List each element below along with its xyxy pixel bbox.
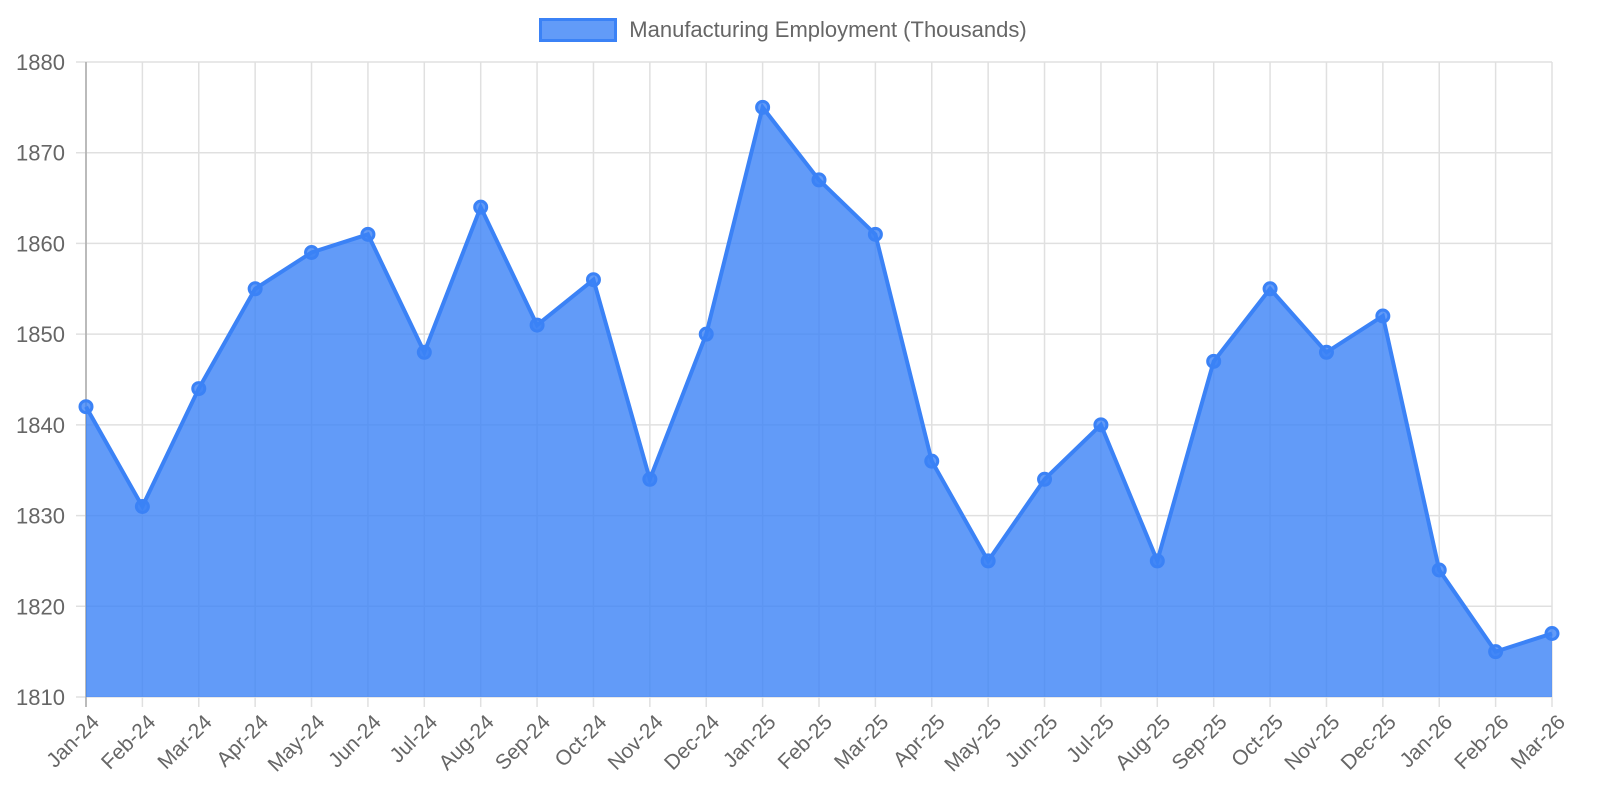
data-point[interactable]	[247, 281, 263, 297]
area-fill	[86, 107, 1552, 698]
data-point[interactable]	[924, 453, 940, 469]
x-tick-label: Jun-24	[324, 710, 386, 772]
x-tick-label: Mar-24	[153, 710, 217, 774]
x-tick-label: May-25	[940, 711, 1006, 777]
data-point[interactable]	[867, 226, 883, 242]
x-tick-label: Apr-24	[212, 710, 273, 771]
x-tick-label: Dec-24	[660, 710, 724, 774]
x-tick-label: Sep-24	[491, 710, 555, 774]
x-tick-label: Mar-25	[830, 711, 893, 774]
x-tick-label: Dec-25	[1337, 711, 1401, 775]
data-point[interactable]	[698, 326, 714, 342]
x-tick-label: Mar-26	[1507, 711, 1570, 774]
x-tick-label: Feb-25	[774, 711, 837, 774]
x-tick-label: Feb-24	[97, 710, 161, 774]
y-tick-label: 1810	[16, 685, 65, 710]
data-point[interactable]	[980, 553, 996, 569]
x-tick-label: May-24	[264, 710, 330, 776]
data-point[interactable]	[529, 317, 545, 333]
x-tick-label: Nov-25	[1280, 711, 1344, 775]
data-point[interactable]	[1093, 417, 1109, 433]
data-point[interactable]	[1318, 344, 1334, 360]
x-tick-label: Oct-24	[551, 710, 612, 771]
y-axis: 1810 1820 1830 1840 1850 1860 1870 1880	[16, 50, 65, 710]
data-point[interactable]	[1431, 562, 1447, 578]
data-point[interactable]	[1375, 308, 1391, 324]
y-tick-label: 1860	[16, 231, 65, 256]
x-tick-label: Sep-25	[1167, 711, 1231, 775]
y-tick-label: 1840	[16, 413, 65, 438]
y-tick-label: 1870	[16, 141, 65, 166]
data-point[interactable]	[416, 344, 432, 360]
data-point[interactable]	[1037, 471, 1053, 487]
data-points	[78, 99, 1560, 660]
x-tick-label: Jan-24	[42, 710, 104, 772]
legend-label: Manufacturing Employment (Thousands)	[629, 17, 1027, 42]
data-point[interactable]	[1206, 353, 1222, 369]
data-point[interactable]	[1149, 553, 1165, 569]
data-point[interactable]	[811, 172, 827, 188]
x-tick-label: Nov-24	[604, 710, 668, 774]
data-point[interactable]	[134, 499, 150, 514]
data-point[interactable]	[1262, 281, 1278, 297]
x-tick-label: Oct-25	[1227, 711, 1288, 772]
chart-legend[interactable]: Manufacturing Employment (Thousands)	[0, 17, 1566, 43]
data-point[interactable]	[473, 199, 489, 215]
legend-swatch-icon	[539, 18, 618, 42]
x-tick-label: Aug-25	[1111, 711, 1175, 775]
y-tick-label: 1830	[16, 504, 65, 529]
y-tick-label: 1880	[16, 50, 65, 75]
x-tick-label: Aug-24	[434, 710, 498, 774]
y-tick-label: 1820	[16, 594, 65, 619]
x-tick-label: Jan-26	[1395, 711, 1457, 773]
data-point[interactable]	[755, 99, 771, 115]
x-tick-label: Jan-25	[719, 711, 781, 773]
data-point[interactable]	[1544, 626, 1560, 641]
y-tick-label: 1850	[16, 322, 65, 347]
x-tick-label: Feb-26	[1450, 711, 1513, 774]
data-point[interactable]	[191, 381, 207, 397]
data-point[interactable]	[642, 471, 658, 487]
data-point[interactable]	[585, 272, 601, 288]
x-tick-label: Apr-25	[889, 711, 950, 772]
data-point[interactable]	[78, 399, 94, 415]
x-tick-label: Jun-25	[1001, 711, 1063, 773]
data-point[interactable]	[360, 226, 376, 242]
data-point[interactable]	[304, 245, 320, 260]
data-point[interactable]	[1488, 644, 1504, 660]
